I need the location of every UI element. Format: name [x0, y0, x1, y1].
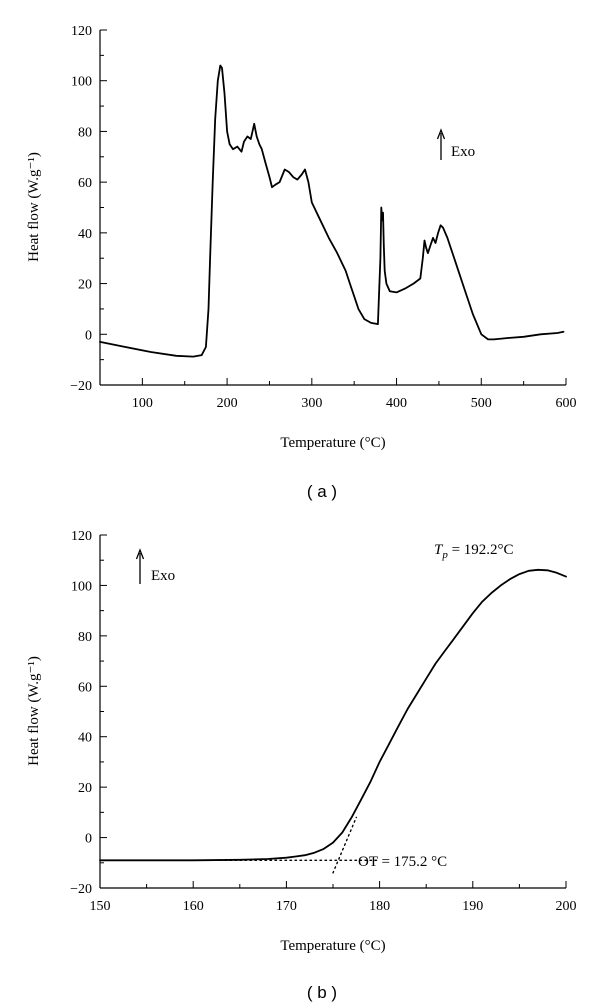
panel-a-series [99, 64, 565, 358]
panel-a-y-axis-title: Heat flow (W.g⁻¹) [26, 152, 42, 262]
y-tick-label: 100 [71, 75, 92, 90]
onset-temperature-annotation: OT = 175.2 °C [358, 854, 447, 870]
panel-b-caption: ( b ) [307, 983, 337, 1002]
x-tick-label: 170 [276, 899, 297, 914]
y-tick-label: 20 [78, 781, 92, 796]
panel-b-x-axis-title: Temperature (°C) [280, 938, 385, 954]
y-tick-label: −20 [70, 379, 92, 394]
panel-a-caption: ( a ) [307, 482, 337, 501]
x-tick-label: 500 [471, 396, 492, 411]
x-tick-label: 180 [369, 899, 390, 914]
x-tick-label: 200 [556, 899, 577, 914]
panel-a-exo-annotation: Exo [436, 128, 475, 160]
x-tick-label: 160 [183, 899, 204, 914]
x-tick-label: 190 [462, 899, 483, 914]
x-tick-label: 100 [132, 396, 153, 411]
panel-a-axes [99, 30, 566, 386]
y-tick-label: 0 [85, 328, 92, 343]
x-tick-label: 300 [301, 396, 322, 411]
panel-b-axes [99, 535, 566, 889]
panel-b-chart: −20 0 20 40 60 80 100 120 150 160 170 180 190 200 Tem… [26, 529, 577, 1002]
x-tick-label: 200 [217, 396, 238, 411]
dsc-curve-line [99, 568, 567, 862]
y-tick-label: 40 [78, 731, 92, 746]
y-tick-label: −20 [70, 882, 92, 897]
peak-temperature-subscript: p [441, 549, 448, 561]
y-tick-label: 80 [78, 630, 92, 645]
peak-temperature-annotation: Tp = 192.2°C [434, 542, 514, 561]
panel-b-tangent-lines [99, 816, 381, 874]
panel-a-x-axis-title: Temperature (°C) [280, 435, 385, 451]
y-tick-label: 80 [78, 125, 92, 140]
y-tick-label: 120 [71, 24, 92, 39]
x-tick-label: 400 [386, 396, 407, 411]
panel-b-ticks [99, 534, 567, 889]
x-tick-label: 600 [556, 396, 577, 411]
y-tick-label: 0 [85, 832, 92, 847]
panel-a-exo-label: Exo [451, 144, 475, 160]
y-tick-label: 100 [71, 579, 92, 594]
y-tick-label: 60 [78, 176, 92, 191]
y-tick-label: 60 [78, 680, 92, 695]
panel-a-chart: −20 0 20 40 60 80 100 120 100 200 300 400 500 600 Tem… [26, 24, 577, 501]
up-arrowhead-icon [135, 548, 145, 560]
panel-a-tick-labels: −20 0 20 40 60 80 100 120 100 200 300 400 500 600 [70, 24, 576, 411]
tangent-line [332, 816, 357, 874]
y-tick-label: 120 [71, 529, 92, 544]
panel-b-tick-labels: −20 0 20 40 60 80 100 120 150 160 170 180 190 200 [70, 529, 576, 914]
up-arrowhead-icon [436, 128, 446, 140]
y-tick-label: 40 [78, 227, 92, 242]
x-tick-label: 150 [90, 899, 111, 914]
panel-a-ticks [100, 29, 567, 386]
y-tick-label: 20 [78, 278, 92, 293]
panel-b-exo-label: Exo [151, 568, 175, 584]
peak-temperature-value: = 192.2°C [448, 542, 514, 558]
peak-temperature-symbol: T [434, 542, 444, 558]
panel-b-y-axis-title: Heat flow (W.g⁻¹) [26, 656, 42, 766]
dsc-curve-line [99, 64, 565, 358]
panel-b-exo-annotation: Exo [135, 548, 175, 584]
panel-b-series [99, 568, 567, 862]
